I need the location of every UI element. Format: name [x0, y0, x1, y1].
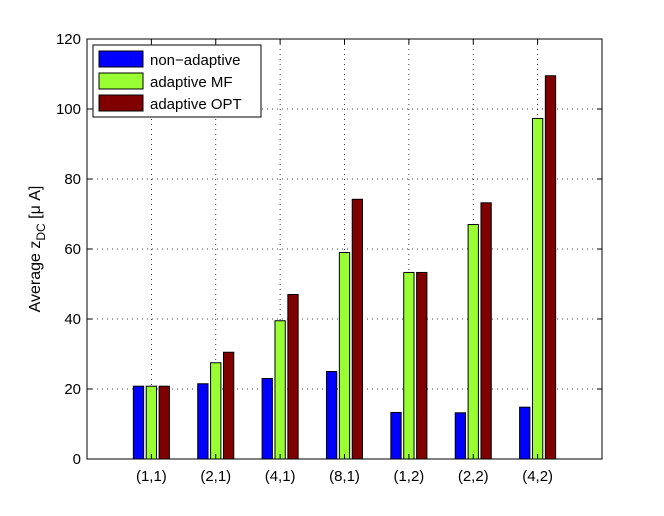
x-tick-label: (1,2)	[393, 468, 424, 485]
bar	[454, 412, 467, 460]
x-tick-label: (2,1)	[200, 468, 231, 485]
x-tick-label: (2,2)	[458, 468, 489, 485]
bar	[132, 385, 145, 460]
y-tick-label: 40	[64, 311, 81, 328]
axis-ticks: 0 20 40 60 80 100 120 (1,1) (2,1) (4,1) (8,1) (1,2)…	[56, 31, 602, 485]
bars	[132, 75, 557, 460]
legend-label: non−adaptive	[150, 52, 241, 69]
legend: non−adaptive adaptive MF adaptive OPT	[92, 44, 262, 118]
bar	[519, 406, 531, 460]
bar	[145, 385, 158, 460]
bar	[351, 198, 364, 460]
legend-label: adaptive MF	[150, 74, 233, 91]
bar	[325, 371, 338, 460]
bar	[287, 294, 299, 460]
bar	[416, 271, 428, 460]
bar	[274, 320, 286, 460]
legend-label: adaptive OPT	[150, 96, 242, 113]
y-tick-label: 80	[64, 171, 81, 188]
bar	[222, 351, 235, 460]
y-tick-label: 60	[64, 241, 81, 258]
y-axis-label-unit: [μ A]	[27, 186, 44, 224]
y-axis-label-main: Average z	[27, 241, 44, 313]
y-axis-label-subscript: DC	[34, 223, 48, 241]
bar	[544, 75, 557, 460]
bar	[531, 117, 544, 460]
y-axis-label: Average zDC [μ A]	[27, 186, 48, 313]
y-tick-label: 100	[56, 101, 81, 118]
x-tick-label: (4,1)	[265, 468, 296, 485]
bar	[390, 411, 402, 460]
bar	[261, 378, 273, 460]
bar	[210, 362, 222, 460]
bar	[197, 383, 209, 460]
legend-swatch	[98, 50, 144, 68]
bar	[338, 252, 351, 460]
bar	[467, 224, 479, 460]
bar	[158, 385, 170, 460]
x-tick-label: (8,1)	[329, 468, 360, 485]
x-tick-label: (1,1)	[136, 468, 167, 485]
x-tick-label: (4,2)	[522, 468, 553, 485]
legend-swatch	[98, 72, 144, 90]
bar	[480, 202, 492, 460]
bar	[403, 271, 415, 460]
y-tick-label: 120	[56, 31, 81, 48]
y-tick-label: 20	[64, 381, 81, 398]
legend-swatch	[98, 94, 144, 112]
y-tick-label: 0	[73, 451, 81, 468]
